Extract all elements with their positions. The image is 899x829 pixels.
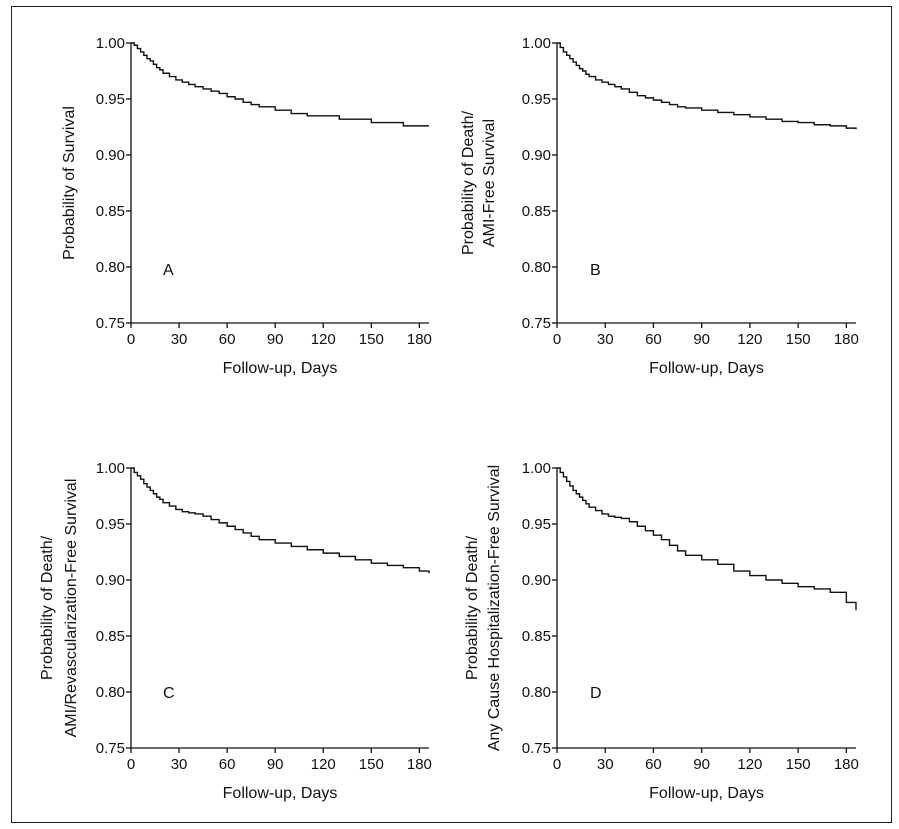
panel-b-x-tick-label: 90 <box>693 331 710 348</box>
panel-d-y-tick-label: 0.80 <box>522 684 551 701</box>
panel-c-x-tick-label: 90 <box>267 756 284 773</box>
panel-a-y-tick-label: 0.95 <box>96 91 125 108</box>
panel-b-letter: B <box>590 262 601 279</box>
panel-d-x-tick-label: 150 <box>786 756 811 773</box>
panel-a-y-tick-label: 0.75 <box>96 315 125 332</box>
panel-b-x-tick-label: 150 <box>786 331 811 348</box>
panel-c-y-tick-label: 0.85 <box>96 628 125 645</box>
panel-a-y-tick-label: 0.80 <box>96 259 125 276</box>
panel-c: 0.75 0.80 0.85 0.90 0.95 1.00 0 30 60 90 120 150 180… <box>39 460 432 802</box>
panel-a-y-tick-label: 1.00 <box>96 35 125 52</box>
panel-a-x-tick-label: 90 <box>267 331 284 348</box>
panel-d-survival-curve <box>557 467 857 611</box>
panel-a-x-axis-title: Follow-up, Days <box>223 360 338 377</box>
panel-d-x-tick-label: 0 <box>553 756 561 773</box>
panel-d-letter: D <box>590 685 602 702</box>
panel-c-y-tick-label: 0.80 <box>96 684 125 701</box>
panel-d-x-axis-title: Follow-up, Days <box>649 785 764 802</box>
panel-a-letter: A <box>163 262 174 279</box>
panel-d-x-tick-label: 30 <box>597 756 614 773</box>
panel-b-x-tick-label: 30 <box>597 331 614 348</box>
panel-d-y-tick-label: 0.90 <box>522 572 551 589</box>
panel-b-survival-curve <box>557 42 857 130</box>
panel-b-y-tick-label: 0.90 <box>522 147 551 164</box>
panel-c-x-tick-label: 180 <box>407 756 432 773</box>
panel-b-x-axis-title: Follow-up, Days <box>649 360 764 377</box>
panel-a-x-tick-label: 120 <box>311 331 336 348</box>
panel-c-y-axis-title: AMI/Revascularization-Free Survival <box>63 479 80 738</box>
panel-d-y-axis-title: Any Cause Hospitalization-Free Survival <box>486 465 503 751</box>
panel-c-y-axis-title: Probability of Death/ <box>39 535 56 680</box>
panel-a-x-tick-label: 0 <box>127 331 135 348</box>
panel-a-x-tick-label: 30 <box>171 331 188 348</box>
panel-c-x-axis-title: Follow-up, Days <box>223 785 338 802</box>
panel-b-y-tick-label: 0.80 <box>522 259 551 276</box>
panel-b: 0.75 0.80 0.85 0.90 0.95 1.00 0 30 60 90 120 150 180… <box>460 35 859 377</box>
panel-b-y-tick-label: 1.00 <box>522 35 551 52</box>
panel-a-x-tick-label: 60 <box>219 331 236 348</box>
panel-d-y-tick-label: 0.75 <box>522 740 551 757</box>
panel-b-y-axis-title: AMI-Free Survival <box>481 119 498 247</box>
panel-a: 0.75 0.80 0.85 0.90 0.95 1.00 0 30 60 90 120 150 180… <box>61 35 432 377</box>
panel-c-y-tick-label: 0.90 <box>96 572 125 589</box>
panel-b-x-tick-label: 60 <box>645 331 662 348</box>
panel-d-y-axis-title: Probability of Death/ <box>464 535 481 680</box>
panel-c-x-tick-label: 120 <box>311 756 336 773</box>
panel-d-y-tick-label: 0.95 <box>522 516 551 533</box>
panel-c-x-tick-label: 150 <box>359 756 384 773</box>
panel-a-survival-curve <box>131 42 429 127</box>
panel-d-x-tick-label: 90 <box>693 756 710 773</box>
panel-c-x-tick-label: 0 <box>127 756 135 773</box>
panel-c-survival-curve <box>131 467 430 574</box>
panel-b-y-tick-label: 0.85 <box>522 203 551 220</box>
panel-b-x-tick-label: 0 <box>553 331 561 348</box>
panel-b-x-tick-label: 180 <box>834 331 859 348</box>
panel-c-x-tick-label: 60 <box>219 756 236 773</box>
panel-d-y-tick-label: 0.85 <box>522 628 551 645</box>
panel-b-y-axis-title: Probability of Death/ <box>460 110 477 255</box>
panel-a-y-tick-label: 0.85 <box>96 203 125 220</box>
panel-a-x-tick-label: 150 <box>359 331 384 348</box>
panel-c-y-tick-label: 0.95 <box>96 516 125 533</box>
panel-d-x-tick-label: 180 <box>834 756 859 773</box>
panel-c-y-tick-label: 0.75 <box>96 740 125 757</box>
panel-c-y-tick-label: 1.00 <box>96 460 125 477</box>
panels: 0.75 0.80 0.85 0.90 0.95 1.00 0 30 60 90 120 150 180… <box>39 35 859 802</box>
panel-a-y-tick-label: 0.90 <box>96 147 125 164</box>
panel-b-x-tick-label: 120 <box>737 331 762 348</box>
panel-c-letter: C <box>163 685 175 702</box>
panel-d: 0.75 0.80 0.85 0.90 0.95 1.00 0 30 60 90 120 150 180… <box>464 460 859 802</box>
figure-frame <box>11 6 892 823</box>
panel-a-x-tick-label: 180 <box>407 331 432 348</box>
panel-a-y-axis-title: Probability of Survival <box>61 106 78 260</box>
panel-b-y-tick-label: 0.75 <box>522 315 551 332</box>
panel-d-x-tick-label: 60 <box>645 756 662 773</box>
panel-c-x-tick-label: 30 <box>171 756 188 773</box>
panel-b-y-tick-label: 0.95 <box>522 91 551 108</box>
panel-d-y-tick-label: 1.00 <box>522 460 551 477</box>
panel-d-x-tick-label: 120 <box>737 756 762 773</box>
